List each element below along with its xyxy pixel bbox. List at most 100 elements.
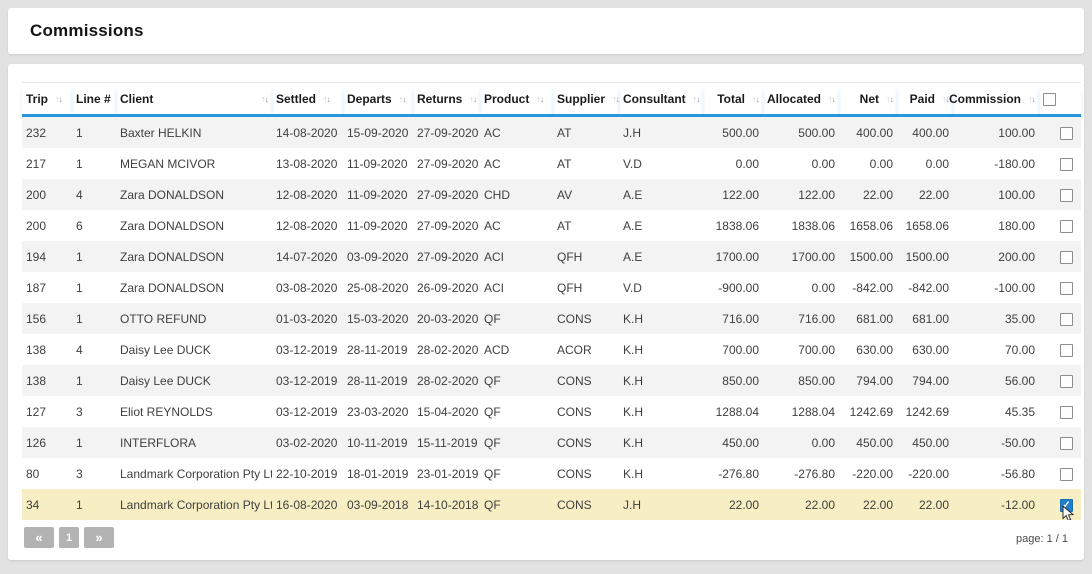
- sort-icon[interactable]: ↑↓: [828, 93, 836, 104]
- cell-settled: 03-08-2020: [276, 280, 338, 295]
- cell-paid: 794.00: [912, 373, 949, 388]
- cell-consultant: A.E: [623, 218, 643, 233]
- cell-net: 794.00: [856, 373, 893, 388]
- row-checkbox[interactable]: [1060, 157, 1073, 171]
- column-header[interactable]: Commission ↑↓: [949, 83, 1039, 117]
- table-row[interactable]: 187 1 Zara DONALDSON 03-08-2020 25-08-20…: [22, 272, 1081, 303]
- cell-total: 1838.06: [715, 218, 759, 233]
- column-header[interactable]: Consultant ↑↓: [619, 83, 703, 117]
- column-header-label: Allocated: [766, 92, 821, 106]
- cell-client: MEGAN MCIVOR: [120, 156, 216, 171]
- cell-allocated: -276.80: [794, 466, 835, 481]
- row-checkbox[interactable]: [1060, 281, 1073, 295]
- sort-icon[interactable]: ↑↓: [469, 93, 477, 104]
- sort-icon[interactable]: ↑↓: [398, 93, 407, 104]
- column-header[interactable]: [1039, 83, 1081, 117]
- cell-returns: 15-04-2020: [417, 404, 479, 419]
- table-row[interactable]: 194 1 Zara DONALDSON 14-07-2020 03-09-20…: [22, 241, 1081, 272]
- cell-line-number: 1: [76, 156, 83, 171]
- column-header[interactable]: Supplier ↑↓: [553, 83, 620, 117]
- cell-product: ACI: [484, 249, 505, 264]
- row-checkbox[interactable]: [1060, 250, 1073, 264]
- column-header[interactable]: Total ↑↓: [703, 83, 763, 117]
- table-row[interactable]: 138 1 Daisy Lee DUCK 03-12-2019 28-11-20…: [22, 365, 1081, 396]
- cell-commission: -50.00: [1000, 435, 1035, 450]
- column-header-label: Settled: [276, 92, 317, 106]
- row-checkbox[interactable]: [1060, 467, 1073, 481]
- sort-icon[interactable]: ↑↓: [942, 93, 950, 104]
- cell-consultant: K.H: [623, 311, 644, 326]
- cell-returns: 28-02-2020: [417, 342, 479, 357]
- cell-line-number: 1: [76, 280, 83, 295]
- cell-settled: 13-08-2020: [276, 156, 338, 171]
- cell-checkbox: ✓: [1039, 489, 1081, 520]
- pagination-page-button[interactable]: 1: [59, 527, 79, 548]
- table-row[interactable]: 217 1 MEGAN MCIVOR 13-08-2020 11-09-2020…: [22, 148, 1081, 179]
- column-header[interactable]: Trip ↑↓: [22, 83, 72, 117]
- select-all-checkbox[interactable]: [1043, 92, 1056, 106]
- cell-allocated: 1288.04: [791, 404, 835, 419]
- row-checkbox[interactable]: [1060, 436, 1073, 450]
- cell-line-number: 4: [76, 187, 83, 202]
- cell-total: -276.80: [718, 466, 759, 481]
- cell-allocated: 0.00: [811, 280, 835, 295]
- table-row[interactable]: 138 4 Daisy Lee DUCK 03-12-2019 28-11-20…: [22, 334, 1081, 365]
- sort-icon[interactable]: ↑↓: [1028, 93, 1036, 104]
- cell-client: Zara DONALDSON: [120, 218, 225, 233]
- cell-net: -842.00: [852, 280, 893, 295]
- row-checkbox[interactable]: [1060, 219, 1073, 233]
- column-header[interactable]: Net ↑↓: [839, 83, 897, 117]
- cell-paid: 450.00: [912, 435, 949, 450]
- cell-supplier: ACOR: [557, 342, 592, 357]
- sort-icon[interactable]: ↑↓: [612, 93, 620, 104]
- cell-product: ACI: [484, 280, 505, 295]
- table-row[interactable]: 200 6 Zara DONALDSON 12-08-2020 11-09-20…: [22, 210, 1081, 241]
- cell-total: -900.00: [718, 280, 759, 295]
- cell-consultant: K.H: [623, 435, 644, 450]
- row-checkbox[interactable]: [1060, 188, 1073, 202]
- row-checkbox[interactable]: [1060, 312, 1073, 326]
- cell-departs: 15-03-2020: [347, 311, 409, 326]
- table-row[interactable]: 127 3 Eliot REYNOLDS 03-12-2019 23-03-20…: [22, 396, 1081, 427]
- sort-icon[interactable]: ↑↓: [692, 93, 701, 104]
- cell-paid: 681.00: [912, 311, 949, 326]
- table-row[interactable]: 232 1 Baxter HELKIN 14-08-2020 15-09-202…: [22, 117, 1081, 148]
- column-header[interactable]: Departs ↑↓: [343, 83, 413, 117]
- table-row[interactable]: 34 1 Landmark Corporation Pty Ltd 16-08-…: [22, 489, 1081, 520]
- column-header[interactable]: Line #: [72, 83, 116, 117]
- cell-total: 0.00: [735, 156, 759, 171]
- row-checkbox[interactable]: ✓: [1060, 498, 1073, 512]
- cell-product: QF: [484, 311, 501, 326]
- pagination-first-button[interactable]: «: [24, 527, 54, 548]
- cell-checkbox: [1039, 458, 1081, 489]
- cell-trip: 34: [26, 497, 40, 512]
- table-row[interactable]: 156 1 OTTO REFUND 01-03-2020 15-03-2020 …: [22, 303, 1081, 334]
- row-checkbox[interactable]: [1060, 374, 1073, 388]
- sort-icon[interactable]: ↑↓: [261, 93, 269, 104]
- cell-client: Landmark Corporation Pty Ltd: [120, 497, 272, 512]
- sort-icon[interactable]: ↑↓: [536, 93, 544, 104]
- column-header-label: Returns: [417, 92, 463, 106]
- table-row[interactable]: 80 3 Landmark Corporation Pty Ltd 22-10-…: [22, 458, 1081, 489]
- cell-departs: 25-08-2020: [347, 280, 409, 295]
- row-checkbox[interactable]: [1060, 405, 1073, 419]
- table-row[interactable]: 126 1 INTERFLORA 03-02-2020 10-11-2019 1…: [22, 427, 1081, 458]
- table-row[interactable]: 200 4 Zara DONALDSON 12-08-2020 11-09-20…: [22, 179, 1081, 210]
- column-header[interactable]: Settled ↑↓: [272, 83, 343, 117]
- column-header-label: Departs: [347, 92, 392, 106]
- row-checkbox[interactable]: [1060, 126, 1073, 140]
- sort-icon[interactable]: ↑↓: [323, 93, 331, 104]
- column-header[interactable]: Paid ↑↓: [897, 83, 953, 117]
- sort-icon[interactable]: ↑↓: [752, 93, 760, 104]
- cell-returns: 14-10-2018: [417, 497, 479, 512]
- row-checkbox[interactable]: [1060, 343, 1073, 357]
- sort-icon[interactable]: ↑↓: [55, 93, 63, 104]
- cell-total: 700.00: [722, 342, 759, 357]
- column-header[interactable]: Product ↑↓: [480, 83, 553, 117]
- pagination-last-button[interactable]: »: [84, 527, 114, 548]
- column-header[interactable]: Allocated ↑↓: [763, 83, 839, 117]
- sort-icon[interactable]: ↑↓: [886, 93, 894, 104]
- cell-product: CHD: [484, 187, 510, 202]
- column-header[interactable]: Client ↑↓: [116, 83, 272, 117]
- column-header[interactable]: Returns ↑↓: [413, 83, 480, 117]
